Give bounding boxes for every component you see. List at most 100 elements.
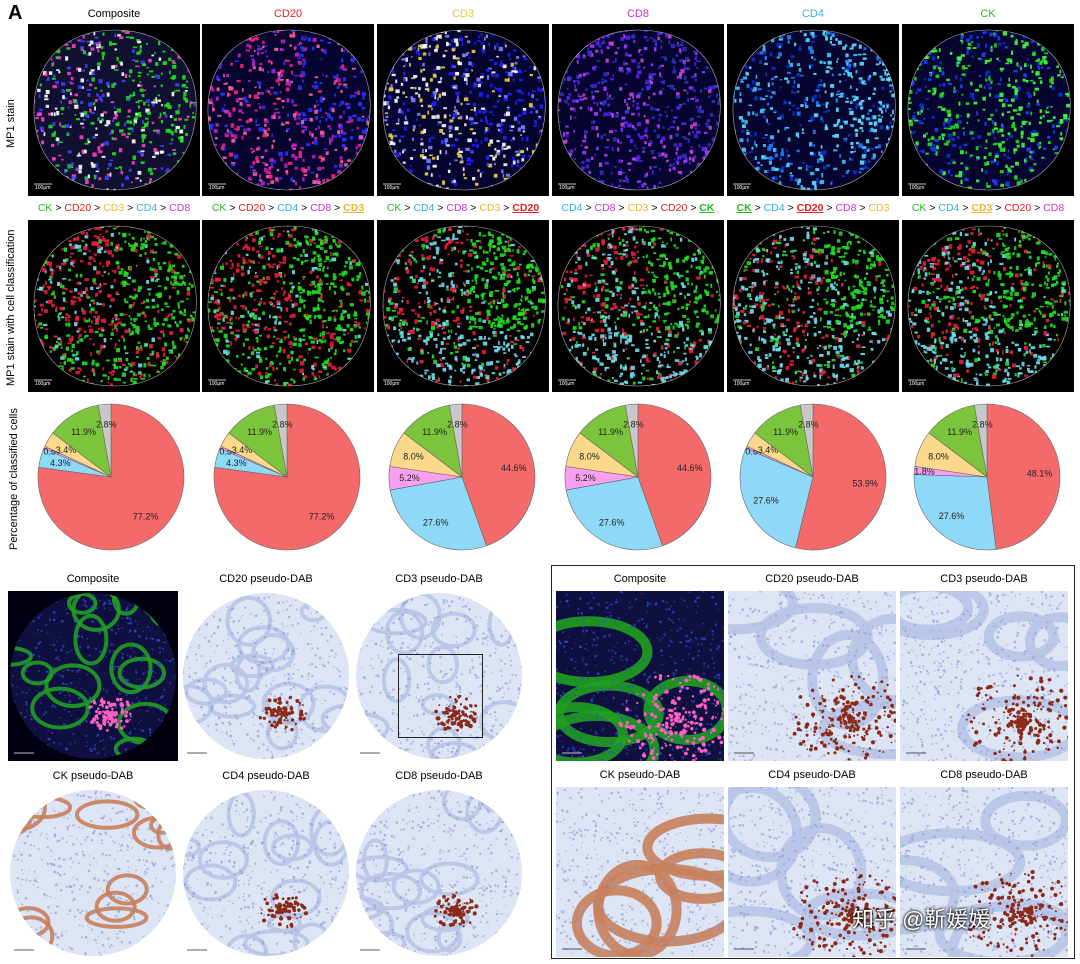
pie-slice-label: 4.3%	[50, 458, 71, 468]
dab-panel-title: CD3 pseudo-DAB	[940, 573, 1028, 585]
separator-token: >	[992, 202, 1005, 214]
scale-bar-label: 100µm	[734, 185, 750, 191]
scale-bar-label: 100µm	[559, 381, 575, 387]
marker-token: CD4	[277, 202, 299, 214]
column-title: CD8	[626, 8, 649, 20]
composite-fluorescence-image	[556, 591, 724, 761]
dab-panel-title: CD20 pseudo-DAB	[219, 573, 313, 585]
separator-token: >	[687, 202, 700, 214]
pie-slice-label: 5.2%	[399, 473, 420, 483]
column-title: CD3	[451, 8, 474, 20]
classification-order: CD4 > CD8 > CD3 > CD20 > CK	[552, 202, 724, 214]
separator-token: >	[648, 202, 661, 214]
marker-token: CK	[211, 202, 227, 214]
marker-token: CK	[37, 202, 53, 214]
dab-panel-title: Composite	[613, 573, 667, 585]
pseudo-dab-image	[556, 787, 724, 957]
dab-panel-title: CD8 pseudo-DAB	[940, 769, 1028, 781]
separator-token: >	[434, 202, 447, 214]
marker-token: CD4	[413, 202, 435, 214]
pie-slice-label: 0.5%	[745, 446, 766, 456]
classified-tissue-image: 100µm	[28, 220, 200, 392]
pie-slice-label: 8.0%	[579, 452, 600, 462]
pie-slice-label: 27.6%	[423, 518, 449, 528]
marker-token: CD20	[238, 202, 266, 214]
separator-token: >	[467, 202, 480, 214]
pie-slice-label: 8.0%	[403, 452, 424, 462]
fluorescence-tissue-image: 100µm	[28, 24, 200, 196]
composite-fluorescence-image	[8, 591, 178, 761]
pseudo-dab-image	[728, 591, 896, 761]
zoom-region-box	[398, 654, 483, 738]
dab-panel-title: CD20 pseudo-DAB	[765, 573, 859, 585]
pie-slice-label: 53.9%	[852, 478, 878, 488]
pie-slice-label: 2.8%	[96, 420, 117, 430]
marker-token: CD20	[660, 202, 688, 214]
separator-token: >	[500, 202, 513, 214]
marker-token: CD8	[835, 202, 857, 214]
marker-token: CD3	[479, 202, 501, 214]
row-label-mp1: MP1 stain	[5, 99, 17, 148]
pie-chart: 53.9% 27.6% 0.5% 3.4% 11.9% 2.8%	[733, 397, 893, 562]
pseudo-dab-image	[181, 788, 351, 958]
classified-tissue-image: 100µm	[202, 220, 374, 392]
classified-tissue-image: 100µm	[377, 220, 549, 392]
separator-token: >	[298, 202, 311, 214]
separator-token: >	[856, 202, 869, 214]
fluorescence-tissue-image: 100µm	[552, 24, 724, 196]
separator-token: >	[124, 202, 137, 214]
pie-slice	[739, 447, 814, 549]
pie-slice-label: 44.6%	[677, 463, 703, 473]
classified-tissue-image: 100µm	[727, 220, 899, 392]
pie-slice-label: 3.4%	[56, 445, 77, 455]
pie-slice-label: 27.6%	[753, 495, 779, 505]
pie-slice	[624, 403, 639, 478]
pie-slice	[986, 403, 1061, 550]
pie-slice-label: 27.6%	[599, 518, 625, 528]
pseudo-dab-image	[354, 788, 524, 958]
marker-token: CK	[386, 202, 402, 214]
pie-slice-label: 48.1%	[1027, 469, 1053, 479]
pie-slice-label: 2.8%	[972, 420, 993, 430]
classified-tissue-image: 100µm	[552, 220, 724, 392]
pseudo-dab-image	[8, 788, 178, 958]
separator-token: >	[1031, 202, 1044, 214]
separator-token: >	[959, 202, 972, 214]
classification-order: CK > CD4 > CD3 > CD20 > CD8	[902, 202, 1074, 214]
pie-slice-label: 11.9%	[598, 427, 623, 437]
watermark: 知乎 @靳媛媛	[852, 907, 991, 932]
dab-panel-title: Composite	[66, 573, 120, 585]
separator-token: >	[401, 202, 414, 214]
zoomed-panel-frame	[551, 565, 1075, 959]
pseudo-dab-image	[900, 591, 1068, 761]
dab-panel-title: CK pseudo-DAB	[52, 770, 134, 782]
scale-bar-label: 100µm	[909, 381, 925, 387]
pseudo-dab-image	[354, 591, 524, 761]
marker-token: CD4	[136, 202, 158, 214]
separator-token: >	[926, 202, 939, 214]
scale-bar-label: 100µm	[909, 185, 925, 191]
pie-slice-label: 2.8%	[447, 420, 468, 430]
classified-tissue-image: 100µm	[902, 220, 1074, 392]
scale-bar-label: 100µm	[734, 381, 750, 387]
pie-slice-label: 77.2%	[133, 512, 159, 522]
pie-slice-label: 2.8%	[272, 420, 293, 430]
marker-token: CD8	[310, 202, 332, 214]
row-label-percent: Percentage of classified cells	[8, 408, 20, 550]
pie-slice-label: 11.9%	[773, 427, 798, 437]
scale-bar-label: 100µm	[559, 185, 575, 191]
pie-slice-label: 2.8%	[798, 420, 819, 430]
dab-panel-title: CK pseudo-DAB	[599, 769, 681, 781]
pie-slice-label: 11.9%	[422, 427, 447, 437]
separator-token: >	[784, 202, 797, 214]
separator-token: >	[582, 202, 595, 214]
marker-token: CK	[911, 202, 927, 214]
marker-token: CD4	[763, 202, 785, 214]
separator-token: >	[751, 202, 764, 214]
marker-token: CD3	[627, 202, 649, 214]
marker-token: CK	[736, 202, 752, 214]
scale-bar-label: 100µm	[35, 381, 51, 387]
pie-slice-label: 11.9%	[247, 427, 272, 437]
fluorescence-tissue-image: 100µm	[202, 24, 374, 196]
pie-slice-label: 27.6%	[939, 511, 965, 521]
